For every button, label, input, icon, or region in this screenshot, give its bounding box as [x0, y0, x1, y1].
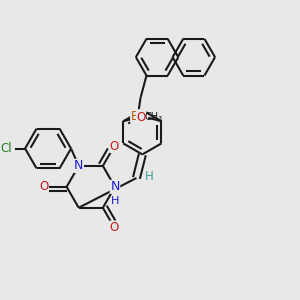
Text: CH₃: CH₃	[144, 112, 163, 122]
Text: O: O	[110, 140, 119, 152]
Text: Cl: Cl	[1, 142, 12, 155]
Text: O: O	[110, 221, 119, 234]
Text: O: O	[136, 111, 146, 124]
Text: O: O	[39, 180, 48, 193]
Text: N: N	[110, 180, 120, 193]
Text: O: O	[133, 110, 142, 123]
Text: H: H	[111, 196, 119, 206]
Text: Br: Br	[131, 110, 144, 123]
Text: N: N	[74, 159, 83, 172]
Text: H: H	[145, 170, 154, 183]
